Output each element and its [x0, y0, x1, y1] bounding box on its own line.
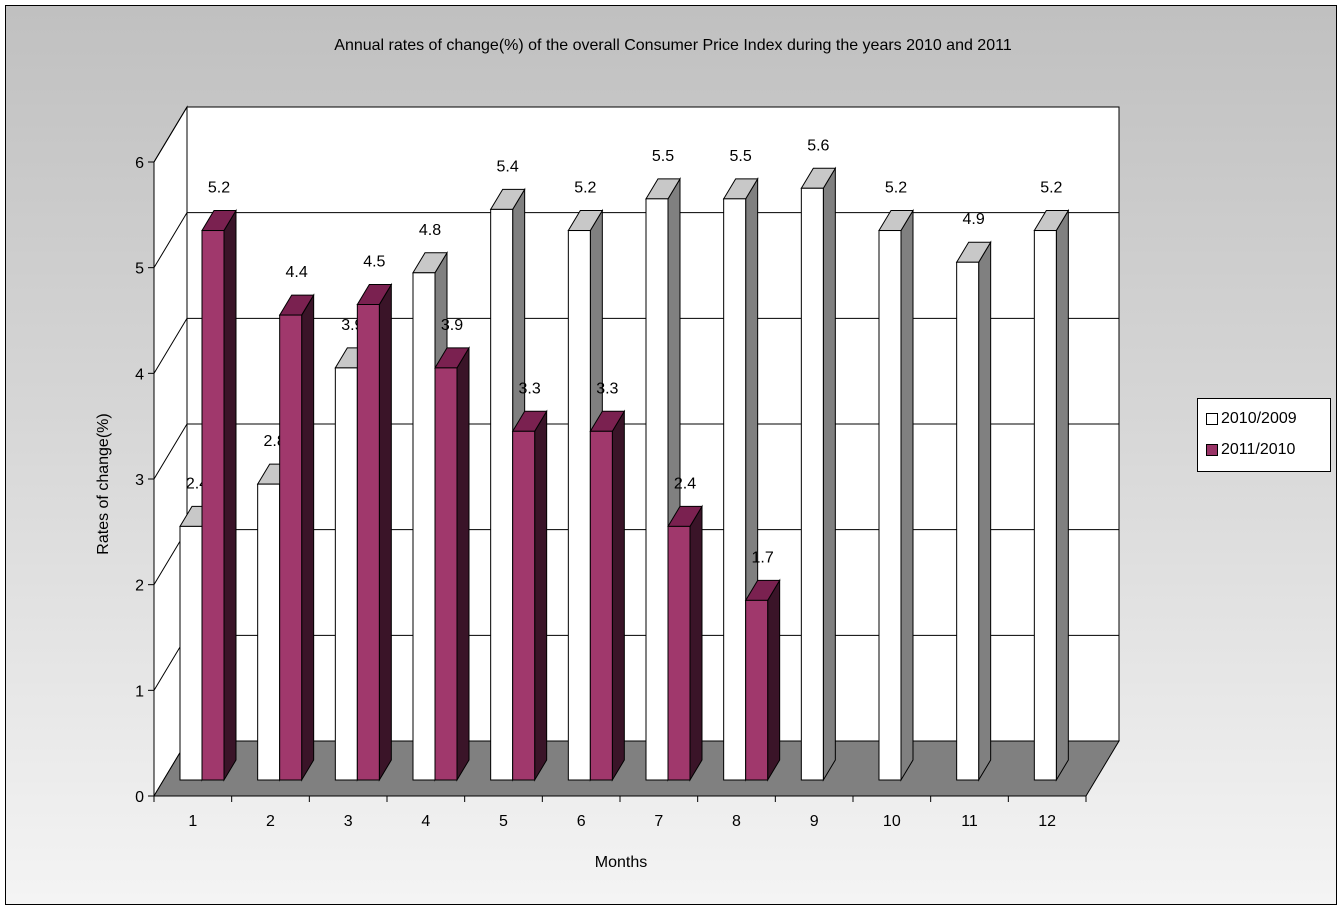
y-tick-label: 4: [135, 366, 144, 383]
chart-title: Annual rates of change(%) of the overall…: [334, 37, 1012, 54]
data-label-2010-2009-4: 4.8: [419, 222, 441, 239]
bar-2011-2010-1-side: [223, 208, 237, 782]
legend-item-2010-2009: 2010/2009: [1206, 409, 1297, 429]
data-label-2011-2010-7: 2.4: [674, 475, 696, 492]
data-label-2010-2009-7: 5.5: [652, 148, 674, 165]
y-tick-label: 0: [135, 789, 144, 806]
y-tick-label: 2: [135, 578, 144, 595]
data-label-2011-2010-4: 3.9: [441, 317, 463, 334]
legend-swatch-2011-2010: [1206, 444, 1218, 456]
bar-2010-2009-10: [878, 230, 902, 781]
y-tick-label: 6: [135, 155, 144, 172]
bar-2010-2009-7: [645, 198, 669, 781]
x-tick-label: 11: [961, 813, 978, 830]
bar-2011-2010-3: [356, 304, 380, 781]
x-tick-label: 1: [188, 813, 197, 830]
x-tick-label: 8: [732, 813, 741, 830]
x-axis-label: Months: [595, 854, 647, 871]
data-label-2010-2009-9: 5.6: [807, 137, 829, 154]
bar-2010-2009-12: [1033, 230, 1057, 781]
bar-2011-2010-8: [745, 599, 769, 781]
bar-2010-2009-11: [956, 261, 980, 781]
bar-2010-2009-3: [334, 367, 358, 781]
bar-2010-2009-11-side: [978, 240, 992, 782]
legend-label-2010-2009: 2010/2009: [1221, 410, 1297, 427]
bar-2011-2010-4: [434, 367, 458, 781]
x-tick-label: 3: [344, 813, 353, 830]
bar-2011-2010-3-side: [378, 282, 392, 782]
x-tick-label: 9: [810, 813, 819, 830]
data-label-2010-2009-6: 5.2: [574, 180, 596, 197]
bar-2010-2009-8: [723, 198, 747, 781]
chart-frame: Annual rates of change(%) of the overall…: [5, 5, 1337, 905]
data-label-2010-2009-12: 5.2: [1040, 180, 1062, 197]
data-label-2010-2009-8: 5.5: [730, 148, 752, 165]
bar-2011-2010-7-side: [689, 504, 703, 782]
data-label-2011-2010-2: 4.4: [286, 264, 308, 281]
legend-item-2011-2010: 2011/2010: [1206, 440, 1295, 460]
x-tick-label: 2: [266, 813, 275, 830]
gridline-side: [153, 318, 188, 374]
bar-2010-2009-6: [567, 230, 591, 781]
data-label-2011-2010-1: 5.2: [208, 180, 230, 197]
gridline-side: [153, 423, 188, 480]
data-label-2010-2009-11: 4.9: [963, 211, 985, 228]
data-label-2010-2009-5: 5.4: [497, 158, 519, 175]
data-label-2011-2010-3: 4.5: [363, 254, 385, 271]
bar-2010-2009-4: [412, 272, 436, 781]
y-axis-label: Rates of change(%): [95, 413, 112, 554]
bar-2011-2010-5-side: [534, 409, 548, 782]
chart-plot: Annual rates of change(%) of the overall…: [95, 37, 1120, 871]
bar-2010-2009-9-side: [822, 166, 836, 782]
x-tick-label: 12: [1038, 813, 1056, 830]
x-tick-label: 4: [421, 813, 430, 830]
gridline-side: [153, 106, 188, 163]
x-tick-label: 7: [654, 813, 663, 830]
y-tick-label: 1: [135, 683, 144, 700]
bar-2011-2010-6-side: [611, 409, 625, 782]
legend-label-2011-2010: 2011/2010: [1221, 441, 1296, 458]
bar-2010-2009-10-side: [900, 208, 914, 782]
bar-2011-2010-8-side: [767, 578, 781, 782]
bar-2011-2010-2-side: [301, 293, 315, 782]
y-tick-label: 3: [135, 472, 144, 489]
bar-2011-2010-6: [589, 430, 613, 781]
y-tick-label: 5: [135, 261, 144, 278]
x-tick-label: 10: [883, 813, 901, 830]
bar-2010-2009-2: [257, 483, 281, 781]
x-tick-label: 5: [499, 813, 508, 830]
data-label-2011-2010-8: 1.7: [752, 549, 774, 566]
bar-2010-2009-9: [800, 187, 824, 781]
bar-2010-2009-5: [490, 208, 514, 781]
data-label-2011-2010-5: 3.3: [519, 380, 541, 397]
legend-swatch-2010-2009: [1206, 413, 1218, 425]
bar-2011-2010-2: [279, 314, 303, 781]
bar-2011-2010-5: [512, 430, 536, 781]
legend: 2010/2009 2011/2010: [1197, 398, 1331, 472]
x-tick-label: 6: [577, 813, 586, 830]
bar-2010-2009-1: [179, 525, 203, 781]
bar-2011-2010-4-side: [456, 346, 470, 782]
bar-2011-2010-1: [201, 230, 225, 781]
gridline-side: [153, 212, 188, 268]
bar-2010-2009-12-side: [1055, 208, 1069, 782]
bar-2011-2010-7: [667, 525, 691, 781]
data-label-2010-2009-10: 5.2: [885, 180, 907, 197]
data-label-2011-2010-6: 3.3: [596, 380, 618, 397]
